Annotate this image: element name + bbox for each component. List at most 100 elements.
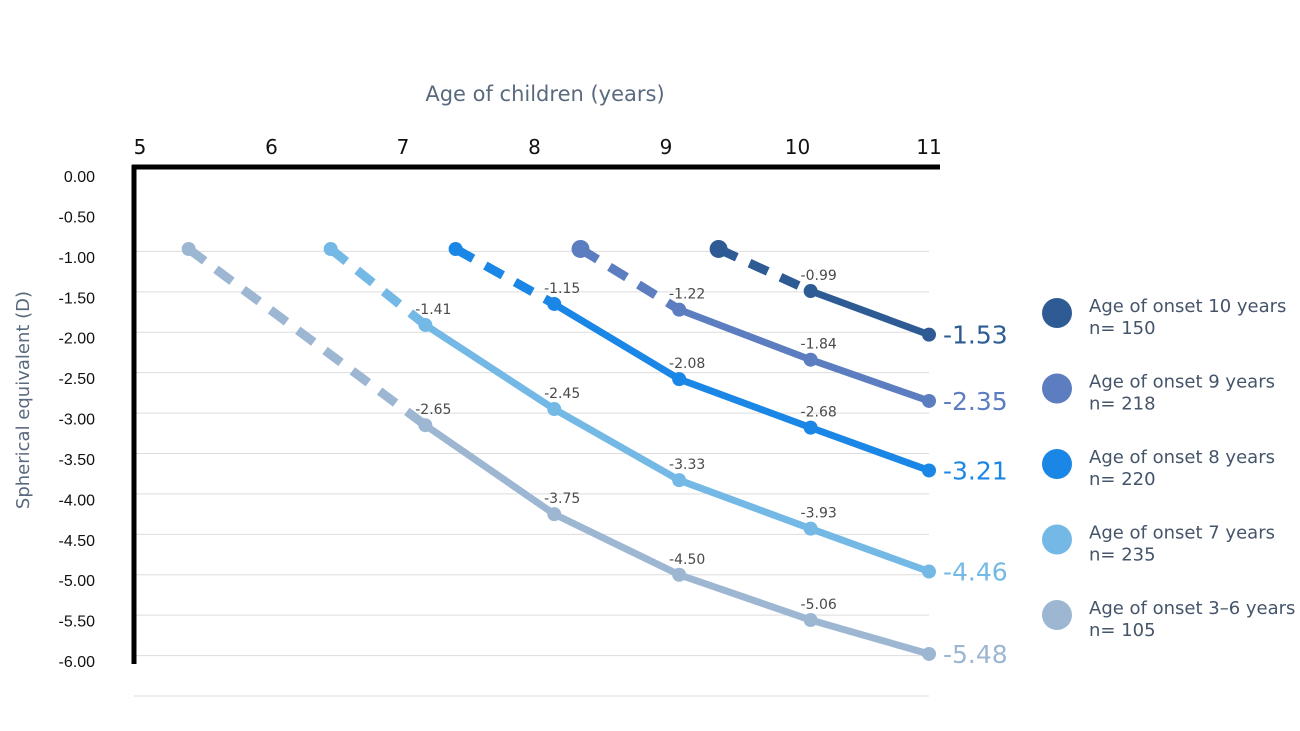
data-point	[672, 567, 687, 582]
data-point	[547, 296, 562, 311]
y-axis-title: Spherical equivalent (D)	[13, 291, 34, 509]
end-value-label: -5.48	[943, 640, 1008, 669]
y-tick-label: -4.00	[59, 492, 96, 509]
x-tick-label: 5	[134, 135, 147, 159]
data-point	[922, 327, 936, 342]
data-label: -1.22	[669, 287, 705, 303]
legend-label: Age of onset 8 years	[1089, 447, 1275, 468]
x-tick-label: 6	[265, 135, 278, 159]
series-1: -0.99 -1.53	[709, 239, 1008, 350]
data-point	[803, 284, 818, 299]
onset-dashed-line	[716, 244, 813, 296]
legend-marker	[1042, 449, 1072, 479]
series-3: -1.15 -2.08 -2.68 -3.21	[448, 241, 1008, 485]
data-point	[672, 302, 687, 317]
data-point	[418, 418, 433, 433]
data-point	[418, 317, 433, 332]
data-label: -0.99	[801, 268, 837, 284]
data-label: -2.08	[669, 356, 705, 372]
data-label: -2.65	[415, 402, 451, 418]
legend-label: Age of onset 9 years	[1089, 372, 1275, 393]
y-tick-label: -6.00	[59, 654, 96, 671]
data-label: -4.50	[669, 552, 705, 568]
legend-count: n= 220	[1089, 469, 1156, 490]
data-point	[803, 521, 818, 536]
data-point	[922, 463, 936, 478]
y-tick-label: -0.50	[59, 209, 96, 226]
x-tick-label: 7	[397, 135, 410, 159]
end-value-label: -2.35	[943, 387, 1008, 416]
data-point	[922, 564, 936, 579]
axes	[131, 164, 940, 664]
legend-count: n= 235	[1089, 545, 1156, 566]
y-tick-label: -2.50	[59, 371, 96, 388]
onset-point	[448, 241, 463, 256]
data-label: -3.33	[669, 457, 705, 473]
series-layer: -0.99 -1.53 -1.22 -1.84 -2.35 -1.15 -2.08 -2.68…	[181, 239, 1008, 669]
onset-point	[571, 239, 590, 258]
legend-count: n= 105	[1089, 620, 1156, 641]
data-label: -1.15	[544, 281, 580, 297]
legend-count: n= 150	[1089, 318, 1156, 339]
legend-label: Age of onset 7 years	[1089, 523, 1275, 544]
end-value-label: -1.53	[943, 321, 1008, 350]
data-point	[922, 646, 936, 661]
onset-dashed-line	[327, 245, 429, 329]
data-point	[672, 473, 687, 488]
x-axis-title: Age of children (years)	[425, 82, 664, 106]
data-label: -3.93	[801, 506, 837, 522]
y-tick-label: -3.00	[59, 412, 96, 429]
legend-marker	[1042, 298, 1072, 328]
y-tick-label: -2.00	[59, 331, 96, 348]
data-point	[803, 420, 818, 435]
legend-count: n= 218	[1089, 394, 1156, 415]
x-tick-label: 10	[785, 135, 810, 159]
y-tick-label: -3.50	[59, 452, 96, 469]
legend-marker	[1042, 600, 1072, 630]
series-5: -2.65 -3.75 -4.50 -5.06 -5.48	[181, 241, 1008, 669]
data-label: -2.68	[801, 405, 837, 421]
data-label: -3.75	[544, 491, 580, 507]
end-value-label: -3.21	[943, 456, 1008, 485]
y-tick-label: 0.00	[64, 169, 95, 186]
series-line	[807, 287, 933, 339]
y-tick-label: -5.50	[59, 614, 96, 631]
data-label: -2.45	[544, 386, 580, 402]
y-tick-label: -5.00	[59, 573, 96, 590]
x-tick-labels: 5 6 7 8 9 10 11	[134, 135, 942, 159]
y-tick-label: -1.50	[59, 290, 96, 307]
y-tick-label: -4.50	[59, 533, 96, 550]
onset-point	[709, 239, 728, 258]
x-tick-label: 11	[916, 135, 941, 159]
legend-label: Age of onset 10 years	[1089, 296, 1286, 317]
data-point	[672, 372, 687, 387]
data-point	[803, 613, 818, 628]
data-label: -1.41	[415, 302, 451, 318]
data-label: -5.06	[801, 597, 837, 613]
onset-dashed-line	[453, 245, 557, 308]
series-line	[550, 300, 933, 474]
series-2: -1.22 -1.84 -2.35	[571, 239, 1008, 416]
onset-dashed-line	[185, 245, 429, 429]
x-tick-label: 9	[660, 135, 673, 159]
legend-marker	[1042, 524, 1072, 555]
data-point	[803, 352, 818, 367]
end-value-label: -4.46	[943, 558, 1008, 587]
data-point	[547, 402, 562, 417]
series-4: -1.41 -2.45 -3.33 -3.93 -4.46	[323, 241, 1008, 587]
onset-point	[181, 241, 196, 256]
gridlines	[134, 250, 929, 697]
data-point	[547, 507, 562, 522]
onset-point	[323, 241, 338, 256]
legend-marker	[1042, 373, 1072, 404]
legend-label: Age of onset 3–6 years	[1089, 598, 1295, 619]
y-tick-labels: 0.00 -0.50 -1.00 -1.50 -2.00 -2.50 -3.00 -3.50 -…	[59, 169, 96, 671]
x-tick-label: 8	[528, 135, 541, 159]
